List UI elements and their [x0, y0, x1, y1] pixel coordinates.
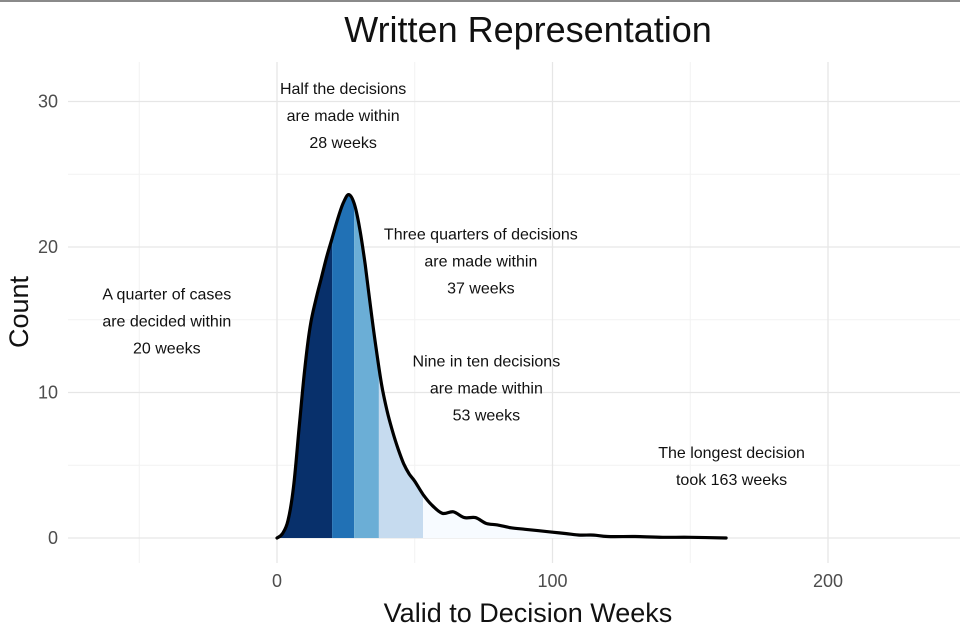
x-tick-label: 0	[272, 571, 282, 591]
band-0	[277, 238, 333, 539]
annotation-line: Nine in ten decisions	[413, 353, 561, 370]
annotation-line: 37 weeks	[447, 281, 515, 298]
x-tick-label: 100	[537, 571, 567, 591]
annotation-line: Half the decisions	[280, 81, 406, 98]
x-tick-label: 200	[813, 571, 843, 591]
y-tick-label: 30	[38, 92, 58, 112]
density-curve-line	[275, 193, 728, 540]
y-axis-title: Count	[4, 275, 34, 348]
annotation-line: 28 weeks	[309, 135, 377, 152]
annotation-line: are decided within	[102, 313, 231, 330]
y-tick-labels: 0 10 20 30	[38, 92, 58, 549]
y-tick-label: 0	[48, 528, 58, 548]
top-border	[0, 0, 960, 2]
annotation-4: The longest decision took 163 weeks	[658, 445, 805, 489]
annotation-line: took 163 weeks	[676, 472, 787, 489]
band-4	[423, 494, 727, 538]
annotation-line: Three quarters of decisions	[384, 227, 578, 244]
annotations: A quarter of cases are decided within 20 w…	[102, 81, 805, 489]
annotation-line: 20 weeks	[133, 340, 201, 357]
band-1	[332, 194, 355, 538]
quantile-bands	[277, 194, 727, 539]
band-3	[378, 367, 423, 538]
x-tick-labels: 0 100 200	[272, 571, 843, 591]
band-2	[354, 203, 379, 539]
annotation-line: A quarter of cases	[102, 286, 231, 303]
annotation-line: 53 weeks	[453, 407, 521, 424]
annotation-line: The longest decision	[658, 445, 805, 462]
annotation-2: Three quarters of decisions are made with…	[384, 227, 578, 298]
y-tick-label: 20	[38, 237, 58, 257]
y-tick-label: 10	[38, 383, 58, 403]
annotation-line: are made within	[287, 108, 400, 125]
annotation-1: Half the decisions are made within 28 week…	[280, 81, 406, 152]
annotation-3: Nine in ten decisions are made within 53 w…	[413, 353, 561, 424]
annotation-0: A quarter of cases are decided within 20 w…	[102, 286, 231, 357]
annotation-line: are made within	[424, 254, 537, 271]
annotation-line: are made within	[430, 380, 543, 397]
chart-title: Written Representation	[344, 9, 712, 50]
x-axis-title: Valid to Decision Weeks	[384, 598, 673, 628]
